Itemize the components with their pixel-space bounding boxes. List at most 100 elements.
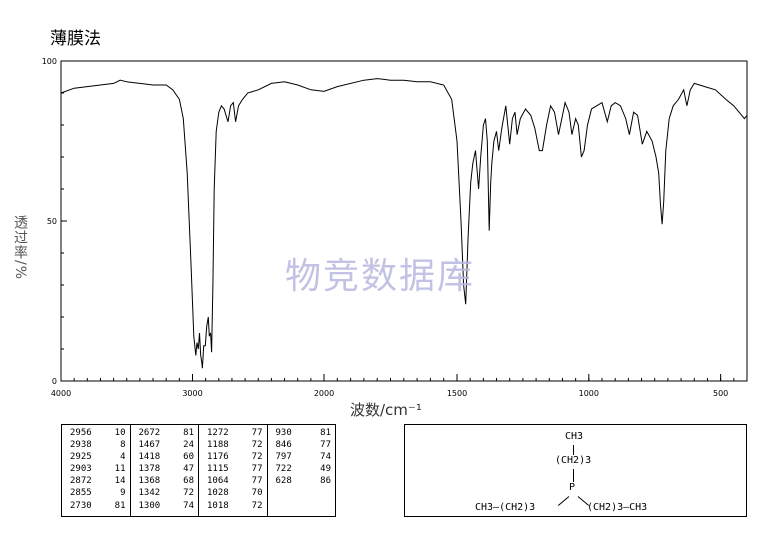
peak-row: 2903 11 xyxy=(70,463,126,475)
peak-wavenumber: 2855 xyxy=(70,488,92,499)
phosphorus-atom: P xyxy=(569,482,576,493)
x-tick-label: 2000 xyxy=(314,389,334,398)
peak-wavenumber: 1368 xyxy=(138,476,161,487)
peak-row: 1300 74 xyxy=(139,500,195,512)
peak-transmittance: 60 xyxy=(183,452,194,463)
watermark: 物竞数据库 xyxy=(285,256,476,297)
x-tick-label: 1500 xyxy=(447,389,467,398)
peak-row: 797 74 xyxy=(276,451,332,463)
peak-wavenumber: 846 xyxy=(275,440,292,451)
bond-line xyxy=(573,445,574,455)
x-tick-label: 4000 xyxy=(51,389,71,398)
peak-wavenumber: 1018 xyxy=(207,500,229,511)
peak-row: 846 77 xyxy=(276,439,332,451)
peak-wavenumber: 722 xyxy=(275,464,292,475)
peak-row: 1378 47 xyxy=(139,463,195,475)
peak-transmittance: 8 xyxy=(120,440,126,451)
y-tick-label: 50 xyxy=(47,217,57,226)
peak-transmittance: 11 xyxy=(114,464,126,475)
peak-table-column: 1272 77 1188 72 1176 72 1115 77 1064 77 1028 70 1018… xyxy=(199,425,268,516)
peak-row: 1028 70 xyxy=(207,487,263,499)
peak-wavenumber: 2730 xyxy=(70,500,92,511)
peak-wavenumber: 1378 xyxy=(138,464,161,475)
peak-transmittance: 70 xyxy=(251,488,263,499)
peak-row: 2956 10 xyxy=(70,427,126,439)
peak-transmittance: 77 xyxy=(251,428,263,438)
peak-row: 1064 77 xyxy=(207,475,263,487)
top-ch3: CH3 xyxy=(565,431,584,442)
peak-row: 1188 72 xyxy=(207,439,263,451)
peak-transmittance: 49 xyxy=(320,464,331,475)
peak-row: 628 86 xyxy=(276,475,332,487)
peak-row: 1418 60 xyxy=(139,451,195,463)
peak-wavenumber: 2672 xyxy=(138,428,161,438)
peak-wavenumber: 1342 xyxy=(138,488,161,499)
y-tick-label: 0 xyxy=(52,377,57,386)
peak-row: 1272 77 xyxy=(207,427,263,439)
peak-wavenumber: 1188 xyxy=(207,440,229,451)
peak-transmittance: 72 xyxy=(251,452,263,463)
y-axis-label: 透过率/% xyxy=(12,215,28,281)
peak-transmittance: 81 xyxy=(114,500,126,511)
x-tick-label: 1000 xyxy=(579,389,599,398)
x-tick-label: 500 xyxy=(713,389,728,398)
peak-transmittance: 72 xyxy=(251,440,263,451)
bond-line xyxy=(573,469,574,482)
right-chain: (CH2)3—CH3 xyxy=(587,502,648,513)
peak-transmittance: 81 xyxy=(183,428,194,438)
peak-row: 2672 81 xyxy=(139,427,195,439)
peak-transmittance: 77 xyxy=(251,464,263,475)
top-ch2: (CH2)3 xyxy=(555,455,592,466)
peak-wavenumber: 1300 xyxy=(138,500,161,511)
peak-transmittance: 4 xyxy=(120,452,126,463)
left-chain: CH3—(CH2)3 xyxy=(475,502,536,513)
peak-transmittance: 74 xyxy=(320,452,331,463)
peak-row: 1342 72 xyxy=(139,487,195,499)
peak-transmittance: 72 xyxy=(183,488,194,499)
peak-transmittance: 47 xyxy=(183,464,194,475)
peak-row: 1018 72 xyxy=(207,500,263,512)
peak-transmittance: 9 xyxy=(120,488,126,499)
peak-wavenumber: 1028 xyxy=(207,488,229,499)
spectrum-line xyxy=(60,78,748,369)
x-axis-label: 波数/cm⁻¹ xyxy=(350,401,422,419)
peak-row: 1176 72 xyxy=(207,451,263,463)
peak-transmittance: 77 xyxy=(251,476,263,487)
peak-row: 2730 81 xyxy=(70,500,126,512)
peak-wavenumber: 930 xyxy=(275,428,292,438)
peak-wavenumber: 2938 xyxy=(70,440,92,451)
peak-row: 2872 14 xyxy=(70,475,126,487)
peak-row: 930 81 xyxy=(276,427,332,439)
peak-transmittance: 86 xyxy=(320,476,331,487)
peak-transmittance: 10 xyxy=(114,428,126,438)
peak-wavenumber: 1064 xyxy=(207,476,229,487)
peak-table: 2956 10 2938 8 2925 4 2903 11 2872 14 2855 9 2730 81 2… xyxy=(61,424,336,517)
peak-table-column: 2956 10 2938 8 2925 4 2903 11 2872 14 2855 9 2730 81 xyxy=(62,425,131,516)
peak-transmittance: 77 xyxy=(320,440,331,451)
peak-row: 1115 77 xyxy=(207,463,263,475)
peak-wavenumber: 2903 xyxy=(70,464,92,475)
peak-transmittance: 74 xyxy=(183,500,194,511)
peak-row: 722 49 xyxy=(276,463,332,475)
method-label: 薄膜法 xyxy=(50,29,101,49)
peak-row: 2925 4 xyxy=(70,451,126,463)
peak-wavenumber: 1418 xyxy=(138,452,161,463)
peak-row: 2938 8 xyxy=(70,439,126,451)
peak-wavenumber: 2872 xyxy=(70,476,92,487)
peak-wavenumber: 2925 xyxy=(70,452,92,463)
peak-transmittance: 14 xyxy=(114,476,126,487)
plot-frame xyxy=(60,60,748,382)
structure-diagram: CH3 (CH2)3 P CH3—(CH2)3 (CH2)3—CH3 xyxy=(404,424,747,517)
peak-wavenumber: 628 xyxy=(275,476,292,487)
peak-row: 1467 24 xyxy=(139,439,195,451)
peak-wavenumber: 1176 xyxy=(207,452,229,463)
bond-line xyxy=(557,496,570,506)
peak-row: 1368 68 xyxy=(139,475,195,487)
peak-transmittance: 72 xyxy=(251,500,263,511)
peak-transmittance: 24 xyxy=(183,440,194,451)
peak-wavenumber: 1272 xyxy=(207,428,229,438)
y-tick-label: 100 xyxy=(42,57,57,66)
peak-table-column: 2672 81 1467 24 1418 60 1378 47 1368 68 1342 72 1300… xyxy=(131,425,199,516)
peak-row: 2855 9 xyxy=(70,487,126,499)
